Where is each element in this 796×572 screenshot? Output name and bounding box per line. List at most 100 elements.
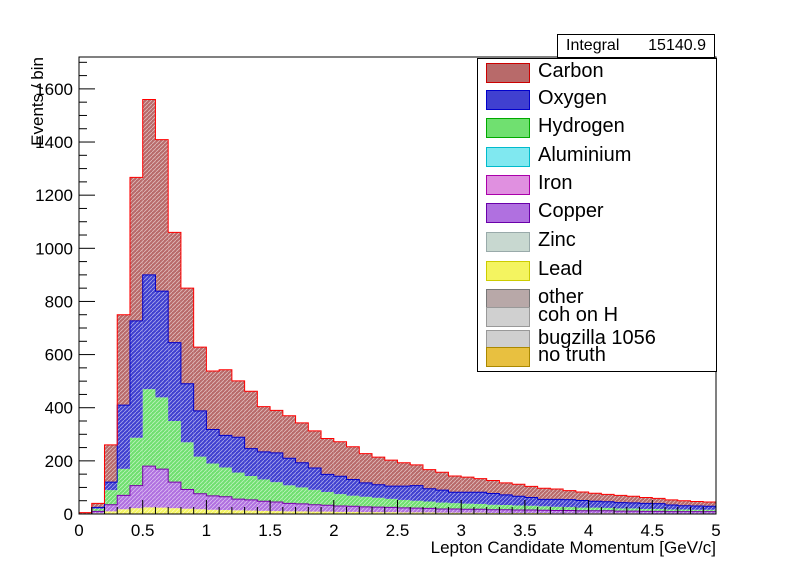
bar-hatch [180, 288, 194, 384]
bar-hatch [333, 441, 347, 477]
bar-hatch [295, 462, 309, 488]
bar-hatch [104, 504, 118, 512]
bar-hatch [193, 493, 207, 510]
bar-hatch [486, 504, 500, 510]
bar-hatch [155, 507, 169, 514]
bar-hatch [231, 437, 245, 473]
bar-hatch [665, 504, 678, 510]
bar-hatch [346, 506, 360, 512]
bar-hatch [206, 463, 220, 496]
bar-hatch [142, 466, 156, 508]
bar-hatch [575, 500, 589, 508]
bar-hatch [397, 512, 411, 514]
bar-hatch [308, 511, 322, 514]
bar-hatch [257, 406, 271, 452]
bar-hatch [652, 511, 666, 514]
bar-hatch [359, 496, 373, 507]
legend-swatch [486, 203, 530, 223]
y-tick-label: 1400 [35, 133, 73, 152]
bar-hatch [448, 508, 462, 513]
bar-hatch [639, 508, 653, 512]
bar-hatch [91, 503, 105, 508]
x-axis-title: Lepton Candidate Momentum [GeV/c] [431, 538, 716, 557]
stats-value: 15140.9 [648, 37, 706, 54]
bar-hatch [244, 448, 258, 477]
bar-hatch [537, 510, 551, 513]
bar-hatch [499, 482, 513, 495]
bar-hatch [104, 490, 118, 505]
y-tick-label: 1200 [35, 186, 73, 205]
bar-hatch [422, 501, 436, 509]
bar-hatch [308, 468, 322, 490]
x-tick-label: 0 [74, 521, 83, 540]
bar-hatch [142, 274, 156, 390]
bar-hatch [180, 489, 194, 509]
bar-hatch [372, 507, 385, 513]
bar-hatch [448, 492, 462, 504]
bar-hatch [295, 511, 309, 514]
bar-hatch [448, 512, 462, 514]
bar-hatch [614, 502, 627, 509]
bar-hatch [244, 510, 258, 514]
bar-hatch [677, 509, 691, 512]
bar-hatch [384, 486, 398, 499]
bar-hatch [244, 391, 258, 449]
bar-hatch [652, 503, 666, 509]
bar-hatch [206, 495, 220, 510]
bar-hatch [231, 499, 245, 511]
bar-hatch [614, 495, 627, 503]
legend-label: Aluminium [538, 144, 632, 166]
bar-hatch [257, 501, 271, 511]
bar-hatch [129, 508, 143, 514]
bar-hatch [486, 493, 500, 505]
bar-hatch [321, 438, 334, 475]
bar-hatch [550, 499, 564, 507]
bar-hatch [690, 506, 704, 510]
outline-carbon [78, 99, 716, 514]
bar-hatch [270, 482, 283, 503]
bar-hatch [499, 494, 513, 505]
bar-hatch [372, 457, 385, 485]
legend-label: other [538, 286, 584, 308]
x-tick-label: 0.5 [131, 521, 155, 540]
bar-hatch [639, 503, 653, 509]
bar-hatch [257, 510, 271, 514]
bar-hatch [308, 504, 322, 512]
bar-hatch [193, 410, 207, 457]
bar-hatch [333, 494, 347, 507]
bar-hatch [231, 472, 245, 500]
bar-hatch [601, 494, 615, 502]
legend-item: other [486, 286, 716, 312]
legend-swatch [486, 90, 530, 110]
series-oxygen [91, 274, 716, 510]
bar-hatch [524, 512, 538, 514]
bar-hatch [384, 512, 398, 514]
legend-item: Lead [486, 258, 716, 284]
bar-hatch [244, 476, 258, 500]
bar-hatch [321, 491, 334, 506]
bar-hatch [601, 510, 615, 514]
bar-hatch [257, 451, 271, 480]
x-tick-label: 3 [456, 521, 465, 540]
bar-hatch [703, 509, 716, 512]
bar-hatch [142, 389, 156, 467]
legend-swatch [486, 147, 530, 167]
bar-hatch [537, 499, 551, 507]
bar-hatch [563, 507, 576, 511]
bar-hatch [473, 478, 487, 493]
bar-hatch [91, 511, 105, 514]
bar-hatch [180, 508, 194, 514]
bar-hatch [117, 468, 130, 496]
bar-hatch [129, 485, 143, 509]
bar-hatch [168, 342, 181, 422]
bar-hatch [410, 464, 423, 486]
legend-label: Iron [538, 172, 573, 194]
bar-hatch [512, 505, 525, 511]
legend-label: coh on H [538, 304, 619, 326]
legend-label: Lead [538, 258, 583, 280]
bar-hatch [690, 511, 704, 514]
bar-hatch [499, 512, 513, 514]
bar-hatch [142, 99, 156, 275]
bar-hatch [129, 437, 143, 486]
legend-label: Carbon [538, 60, 604, 82]
